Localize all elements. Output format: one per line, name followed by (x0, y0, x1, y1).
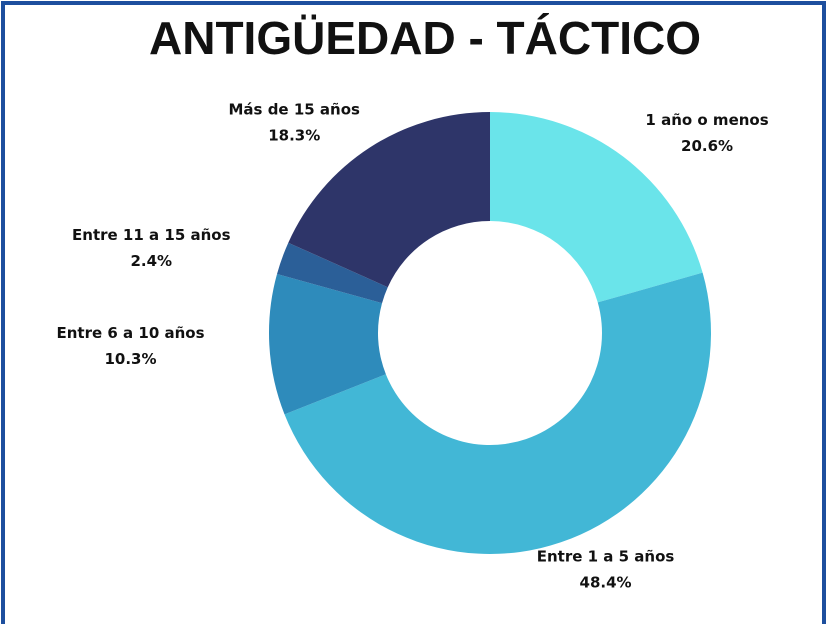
slice-value: 18.3% (268, 127, 320, 145)
slice-value: 20.6% (681, 137, 733, 155)
slice-value: 2.4% (130, 252, 172, 270)
donut-slice (284, 272, 711, 554)
slice-label: Entre 1 a 5 años (537, 547, 675, 565)
donut-slice (268, 274, 386, 415)
slice-label: Más de 15 años (229, 101, 361, 119)
donut-slice (288, 111, 490, 288)
donut-slice (490, 112, 703, 303)
chart-title: ANTIGÜEDAD - TÁCTICO (149, 12, 701, 64)
slice-value: 48.4% (580, 573, 632, 591)
slice-value: 10.3% (104, 350, 156, 368)
donut-slice (277, 242, 388, 304)
slice-label: Entre 6 a 10 años (56, 324, 204, 342)
slice-label: Entre 11 a 15 años (72, 226, 231, 244)
slice-label: 1 año o menos (645, 111, 768, 129)
